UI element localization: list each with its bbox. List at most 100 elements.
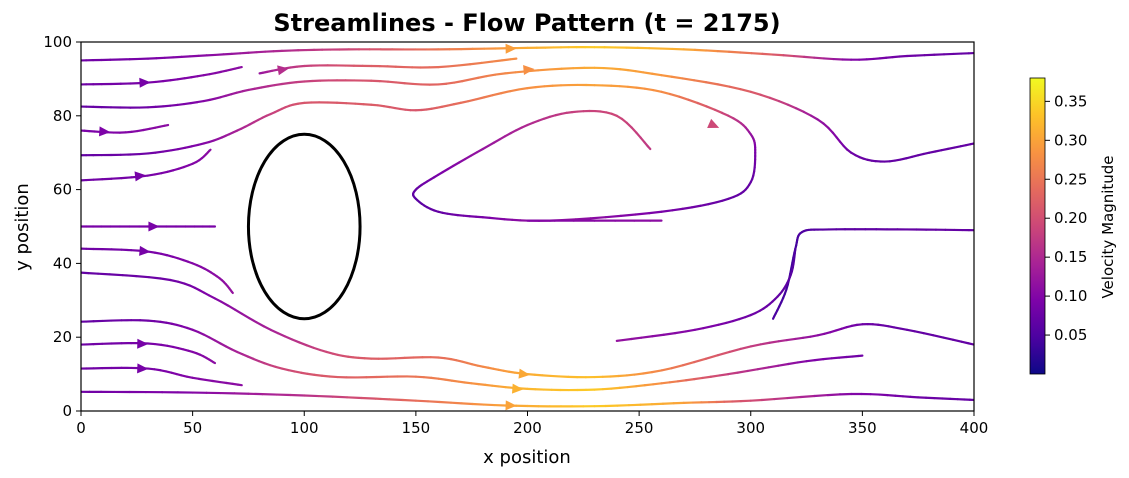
streamline-segment <box>782 54 796 58</box>
streamline-4 <box>81 123 170 134</box>
streamline-segment <box>411 82 423 86</box>
streamline-segment <box>460 402 474 406</box>
streamline-segment <box>370 103 379 107</box>
streamline-segment <box>303 394 320 398</box>
streamline-segment <box>704 354 720 360</box>
colorbar-tick-label: 0.05 <box>1054 326 1087 344</box>
streamline-segment <box>237 65 243 69</box>
streamline-segment <box>163 123 170 127</box>
streamline-segment <box>621 337 633 342</box>
y-axis-label: y position <box>12 183 33 271</box>
streamline-segment <box>739 345 752 351</box>
streamline-segment <box>299 371 309 375</box>
streamline-segment <box>794 336 805 341</box>
streamline-segment <box>101 177 113 181</box>
streamline-segment <box>826 393 842 397</box>
streamline-segment <box>634 212 651 216</box>
obstacle-ellipse <box>246 132 362 321</box>
streamline-segment <box>269 328 279 335</box>
streamline-segment <box>395 81 406 85</box>
flow-arrow <box>518 368 530 379</box>
streamline-segment <box>619 68 630 72</box>
streamline-segment <box>470 382 480 386</box>
streamline-segment <box>296 64 306 68</box>
streamline-segment <box>796 360 808 364</box>
streamline-segment <box>504 386 514 389</box>
streamline-segment <box>548 67 563 71</box>
streamline-segment <box>289 65 299 69</box>
streamline-segment <box>146 319 156 323</box>
streamline-segment <box>618 385 630 389</box>
streamline-segment <box>560 67 575 70</box>
streamline-segment <box>283 335 294 341</box>
streamline-segment <box>768 96 781 103</box>
streamline-segment <box>135 275 151 279</box>
streamline-segment <box>208 148 212 152</box>
streamline-segment <box>625 373 636 377</box>
streamline-segment <box>491 59 504 63</box>
streamline-segment <box>262 325 272 331</box>
streamline-segment <box>183 145 193 149</box>
streamline-segment <box>477 383 487 386</box>
streamline-segment <box>146 342 156 346</box>
streamline-13 <box>81 390 974 408</box>
streamline-segment <box>626 85 638 89</box>
streamline-segment <box>635 86 646 90</box>
streamline-segment <box>640 335 654 339</box>
streamline-segment <box>437 65 450 69</box>
streamline-segment <box>319 348 328 354</box>
streamline-3 <box>81 66 974 163</box>
streamline-segment <box>306 372 316 376</box>
streamline-segment <box>471 402 485 406</box>
streamline-segment <box>255 50 267 54</box>
streamline-segment <box>670 75 684 80</box>
streamline-segment <box>589 216 607 220</box>
streamline-segment <box>176 102 186 107</box>
flow-arrow <box>512 383 524 394</box>
streamline-segment <box>718 373 730 377</box>
streamline-segment <box>960 340 970 345</box>
streamline-segment <box>464 154 473 161</box>
streamline-segment <box>660 74 673 78</box>
streamline-segment <box>108 273 124 277</box>
streamline-segment <box>813 358 825 362</box>
streamline-segment <box>611 67 622 71</box>
streamline-segment <box>662 332 677 336</box>
streamline-segment <box>670 364 684 370</box>
flow-arrow <box>134 171 147 182</box>
streamline-11 <box>81 342 217 365</box>
streamline-12 <box>81 366 243 387</box>
streamline-segment <box>716 50 731 53</box>
x-tick-label: 50 <box>183 419 202 437</box>
streamline-segment <box>266 83 277 88</box>
streamline-segment <box>536 68 551 72</box>
streamline-segment <box>260 85 270 89</box>
streamline-segment <box>630 336 643 341</box>
streamline-segment <box>197 54 208 58</box>
streamline-15 <box>771 228 974 320</box>
streamline-segment <box>710 323 720 328</box>
colorbar-label: Velocity Magnitude <box>1099 155 1117 298</box>
flow-arrow <box>523 65 535 76</box>
streamline-segment <box>218 380 228 385</box>
y-tick-label: 40 <box>53 254 72 272</box>
streamline-segment <box>188 54 200 58</box>
streamline-segment <box>626 385 638 389</box>
streamline-segment <box>495 217 506 221</box>
streamline-segment <box>494 72 507 76</box>
streamline-segment <box>618 85 630 88</box>
streamline-10 <box>81 319 864 392</box>
streamline-segment <box>669 92 681 98</box>
streamline-segment <box>674 330 687 335</box>
streamline-segment <box>509 88 521 93</box>
streamline-segment <box>312 346 322 352</box>
streamline-segment <box>749 398 764 402</box>
streamline-segment <box>901 395 912 398</box>
streamline-segment <box>378 79 390 83</box>
streamline-segment <box>403 82 415 86</box>
streamline-segment <box>705 105 716 111</box>
flow-arrow <box>139 77 151 88</box>
y-tick-label: 20 <box>53 328 72 346</box>
y-tick-label: 100 <box>43 33 72 51</box>
streamline-segment <box>802 110 813 117</box>
